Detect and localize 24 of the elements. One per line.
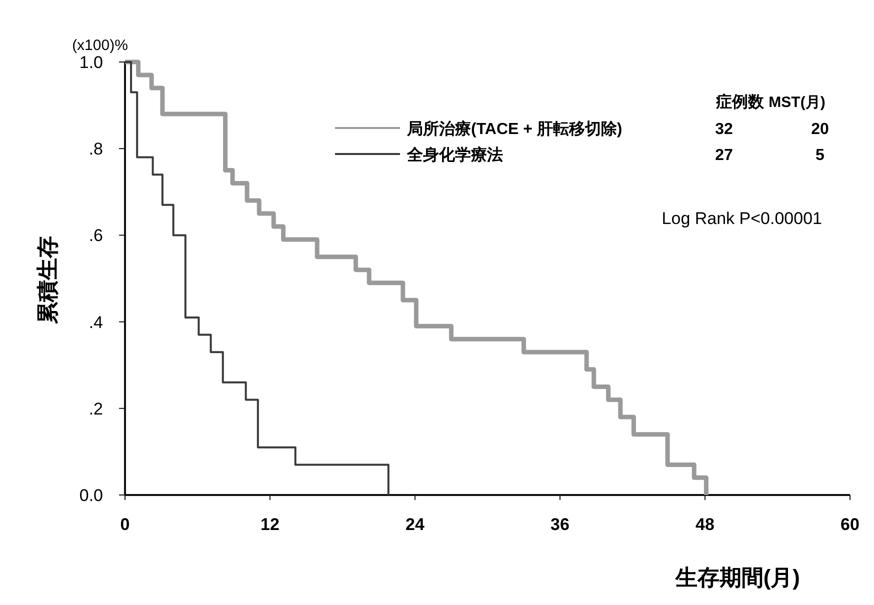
x-tick-label: 60 [840,515,860,534]
annotation: 27 [715,147,733,164]
legend-label: 全身化学療法 [406,146,503,164]
annotation: 5 [816,147,825,164]
y-tick-label: .8 [88,140,103,159]
annotation: 症例数 [715,93,765,111]
x-tick-label: 36 [550,515,570,534]
annotation: 32 [715,121,733,138]
annotation: Log Rank P<0.00001 [662,209,822,228]
annotation: 20 [811,121,829,138]
x-tick-label: 12 [260,515,280,534]
y-tick-label: .6 [88,226,103,246]
annotation: MST(月) [768,94,826,111]
text: (x100)% [72,37,128,54]
legend-label: 局所治療(TACE + 肝転移切除) [406,120,622,138]
x-tick-label: 48 [696,515,714,534]
y-tick-label: .4 [88,312,103,332]
x-axis-title: 生存期間(月) [674,565,800,590]
y-axis-title: 累積生存 [35,236,60,325]
y-tick-label: 1.0 [79,53,103,72]
y-tick-label: 0.0 [79,486,103,505]
x-tick-label: 0 [120,515,130,534]
x-tick-label: 24 [406,515,425,534]
y-tick-label: .2 [88,399,103,418]
